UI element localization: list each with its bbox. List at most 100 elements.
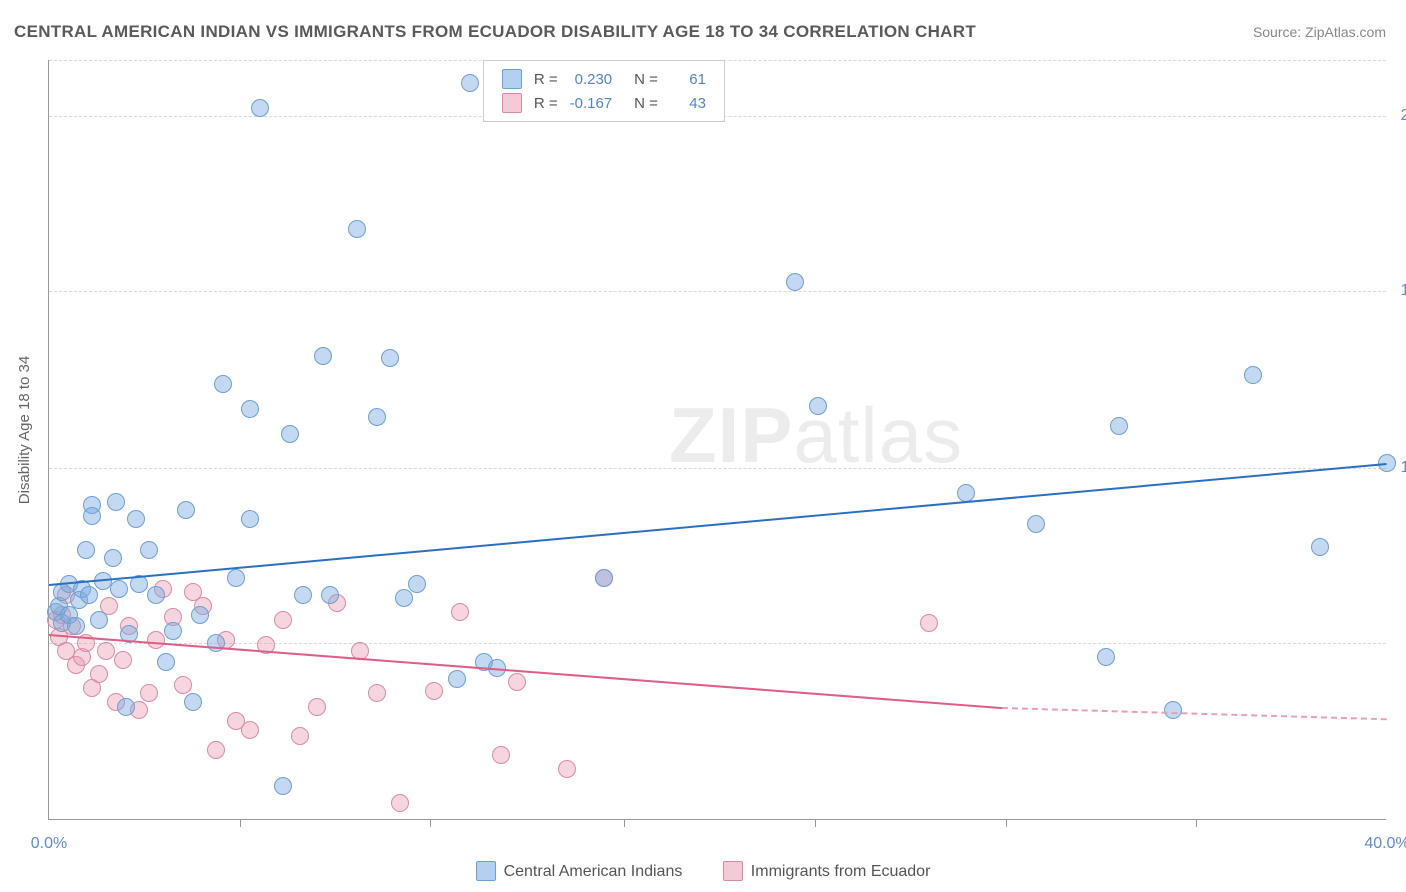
point-blue bbox=[83, 507, 101, 525]
point-pink bbox=[174, 676, 192, 694]
x-tick bbox=[624, 819, 625, 827]
point-blue bbox=[140, 541, 158, 559]
point-blue bbox=[191, 606, 209, 624]
point-blue bbox=[251, 99, 269, 117]
x-tick bbox=[1006, 819, 1007, 827]
point-blue bbox=[77, 541, 95, 559]
point-blue bbox=[1110, 417, 1128, 435]
point-blue bbox=[274, 777, 292, 795]
point-pink bbox=[558, 760, 576, 778]
chart-title: CENTRAL AMERICAN INDIAN VS IMMIGRANTS FR… bbox=[14, 22, 976, 42]
point-pink bbox=[308, 698, 326, 716]
gridline-h bbox=[49, 291, 1386, 292]
point-pink bbox=[274, 611, 292, 629]
stat-N-pink: 43 bbox=[664, 91, 712, 115]
point-pink bbox=[140, 684, 158, 702]
point-blue bbox=[281, 425, 299, 443]
stat-N-label: N = bbox=[618, 91, 664, 115]
point-pink bbox=[492, 746, 510, 764]
source-attribution: Source: ZipAtlas.com bbox=[1253, 24, 1386, 40]
point-blue bbox=[90, 611, 108, 629]
point-blue bbox=[381, 349, 399, 367]
x-tick bbox=[1196, 819, 1197, 827]
stat-N-label: N = bbox=[618, 67, 664, 91]
correlation-chart: CENTRAL AMERICAN INDIAN VS IMMIGRANTS FR… bbox=[0, 0, 1406, 892]
point-blue bbox=[147, 586, 165, 604]
point-blue bbox=[67, 617, 85, 635]
point-blue bbox=[214, 375, 232, 393]
legend-bottom: Central American Indians Immigrants from… bbox=[0, 862, 1406, 882]
point-blue bbox=[227, 569, 245, 587]
point-pink bbox=[207, 741, 225, 759]
point-blue bbox=[80, 586, 98, 604]
point-pink bbox=[114, 651, 132, 669]
point-blue bbox=[1097, 648, 1115, 666]
legend-stats: R =0.230N =61 R =-0.167N =43 bbox=[483, 60, 725, 122]
point-blue bbox=[1244, 366, 1262, 384]
point-pink bbox=[920, 614, 938, 632]
point-blue bbox=[595, 569, 613, 587]
point-blue bbox=[241, 510, 259, 528]
stat-R-blue: 0.230 bbox=[564, 67, 619, 91]
source-link[interactable]: ZipAtlas.com bbox=[1305, 24, 1386, 40]
legend-pink-label: Immigrants from Ecuador bbox=[751, 863, 931, 880]
point-blue bbox=[461, 74, 479, 92]
x-tick bbox=[815, 819, 816, 827]
x-tick-label: 40.0% bbox=[1364, 835, 1406, 853]
watermark-bold: ZIP bbox=[669, 391, 793, 479]
point-pink bbox=[97, 642, 115, 660]
point-blue bbox=[408, 575, 426, 593]
point-blue bbox=[157, 653, 175, 671]
point-blue bbox=[321, 586, 339, 604]
point-pink bbox=[425, 682, 443, 700]
stat-N-blue: 61 bbox=[664, 67, 712, 91]
x-tick bbox=[430, 819, 431, 827]
point-blue bbox=[368, 408, 386, 426]
stat-R-label: R = bbox=[528, 67, 564, 91]
point-blue bbox=[448, 670, 466, 688]
swatch-pink-icon bbox=[723, 861, 743, 881]
legend-item-pink: Immigrants from Ecuador bbox=[723, 862, 931, 882]
point-blue bbox=[1164, 701, 1182, 719]
plot-area: ZIPatlas 6.3%12.5%18.8%25.0%0.0%40.0% bbox=[48, 60, 1386, 820]
point-pink bbox=[241, 721, 259, 739]
x-tick bbox=[240, 819, 241, 827]
point-blue bbox=[786, 273, 804, 291]
point-pink bbox=[451, 603, 469, 621]
point-pink bbox=[391, 794, 409, 812]
point-blue bbox=[1311, 538, 1329, 556]
swatch-blue-icon bbox=[476, 861, 496, 881]
point-blue bbox=[164, 622, 182, 640]
gridline-h bbox=[49, 643, 1386, 644]
point-pink bbox=[368, 684, 386, 702]
point-blue bbox=[117, 698, 135, 716]
point-pink bbox=[90, 665, 108, 683]
point-blue bbox=[184, 693, 202, 711]
y-tick-label: 25.0% bbox=[1391, 107, 1406, 125]
gridline-h bbox=[49, 468, 1386, 469]
point-blue bbox=[314, 347, 332, 365]
point-blue bbox=[104, 549, 122, 567]
point-pink bbox=[291, 727, 309, 745]
point-blue bbox=[348, 220, 366, 238]
point-blue bbox=[127, 510, 145, 528]
source-label: Source: bbox=[1253, 24, 1301, 40]
point-blue bbox=[1027, 515, 1045, 533]
point-blue bbox=[177, 501, 195, 519]
point-pink bbox=[147, 631, 165, 649]
point-pink bbox=[508, 673, 526, 691]
y-tick-label: 6.3% bbox=[1391, 634, 1406, 652]
point-blue bbox=[809, 397, 827, 415]
stat-R-pink: -0.167 bbox=[564, 91, 619, 115]
point-blue bbox=[107, 493, 125, 511]
swatch-pink-icon bbox=[502, 93, 522, 113]
point-blue bbox=[110, 580, 128, 598]
swatch-blue-icon bbox=[502, 69, 522, 89]
point-blue bbox=[395, 589, 413, 607]
stat-R-label: R = bbox=[528, 91, 564, 115]
trendline-pink-dash bbox=[1002, 707, 1387, 720]
x-tick-label: 0.0% bbox=[31, 835, 67, 853]
point-blue bbox=[294, 586, 312, 604]
y-axis-title: Disability Age 18 to 34 bbox=[16, 356, 33, 504]
legend-item-blue: Central American Indians bbox=[476, 862, 683, 882]
